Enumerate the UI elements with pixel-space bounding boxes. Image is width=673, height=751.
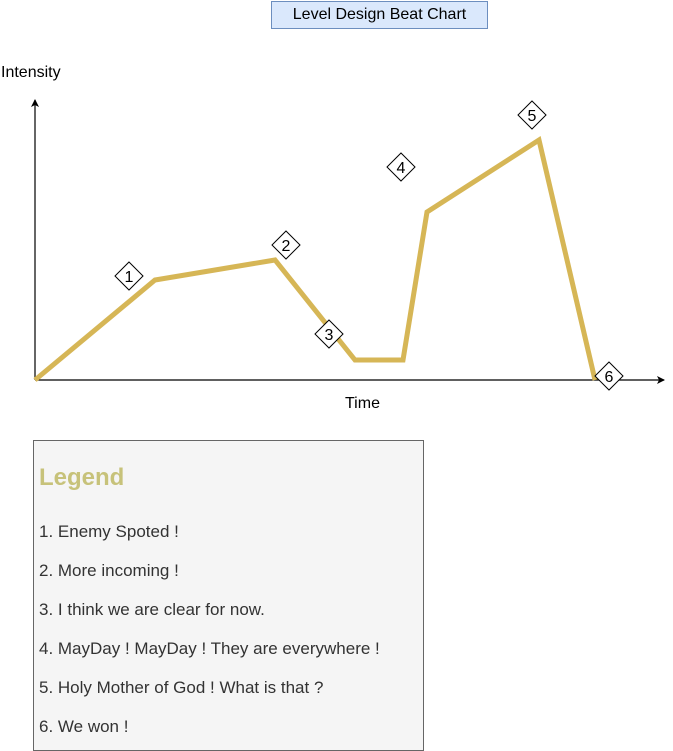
- beat-diamond-4: [386, 152, 416, 182]
- x-axis-label: Time: [345, 395, 380, 412]
- beat-marker-1: 1: [114, 261, 144, 291]
- legend-title: Legend: [39, 464, 125, 491]
- legend-item-6: 6. We won !: [39, 717, 129, 736]
- beat-marker-6: 6: [594, 361, 624, 391]
- beat-label-4: 4: [397, 160, 406, 177]
- beat-label-1: 1: [125, 269, 134, 286]
- beat-label-6: 6: [605, 369, 614, 386]
- beat-diamond-1: [114, 261, 144, 291]
- chart-title: Level Design Beat Chart: [271, 1, 488, 29]
- beat-chart: 1 2 3 4 5 6: [31, 99, 665, 391]
- beat-diamond-3: [314, 319, 344, 349]
- legend-item-3: 3. I think we are clear for now.: [39, 600, 265, 619]
- beat-marker-5: 5: [517, 100, 547, 130]
- beat-diamond-5: [517, 100, 547, 130]
- legend-item-1: 1. Enemy Spoted !: [39, 522, 179, 541]
- legend-panel: Legend 1. Enemy Spoted ! 2. More incomin…: [33, 440, 424, 751]
- beat-marker-4: 4: [386, 152, 416, 182]
- beat-markers: 1 2 3 4 5 6: [114, 100, 624, 391]
- beat-label-5: 5: [528, 108, 537, 125]
- y-axis-label: Intensity: [1, 64, 61, 81]
- legend-item-2: 2. More incoming !: [39, 561, 179, 580]
- beat-marker-3: 3: [314, 319, 344, 349]
- legend-item-5: 5. Holy Mother of God ! What is that ?: [39, 678, 324, 697]
- beat-marker-2: 2: [271, 230, 301, 260]
- beat-label-3: 3: [325, 327, 334, 344]
- beat-diamond-6: [594, 361, 624, 391]
- legend-item-4: 4. MayDay ! MayDay ! They are everywhere…: [39, 639, 380, 658]
- beat-diamond-2: [271, 230, 301, 260]
- intensity-line: [33, 135, 598, 382]
- beat-label-2: 2: [282, 238, 291, 255]
